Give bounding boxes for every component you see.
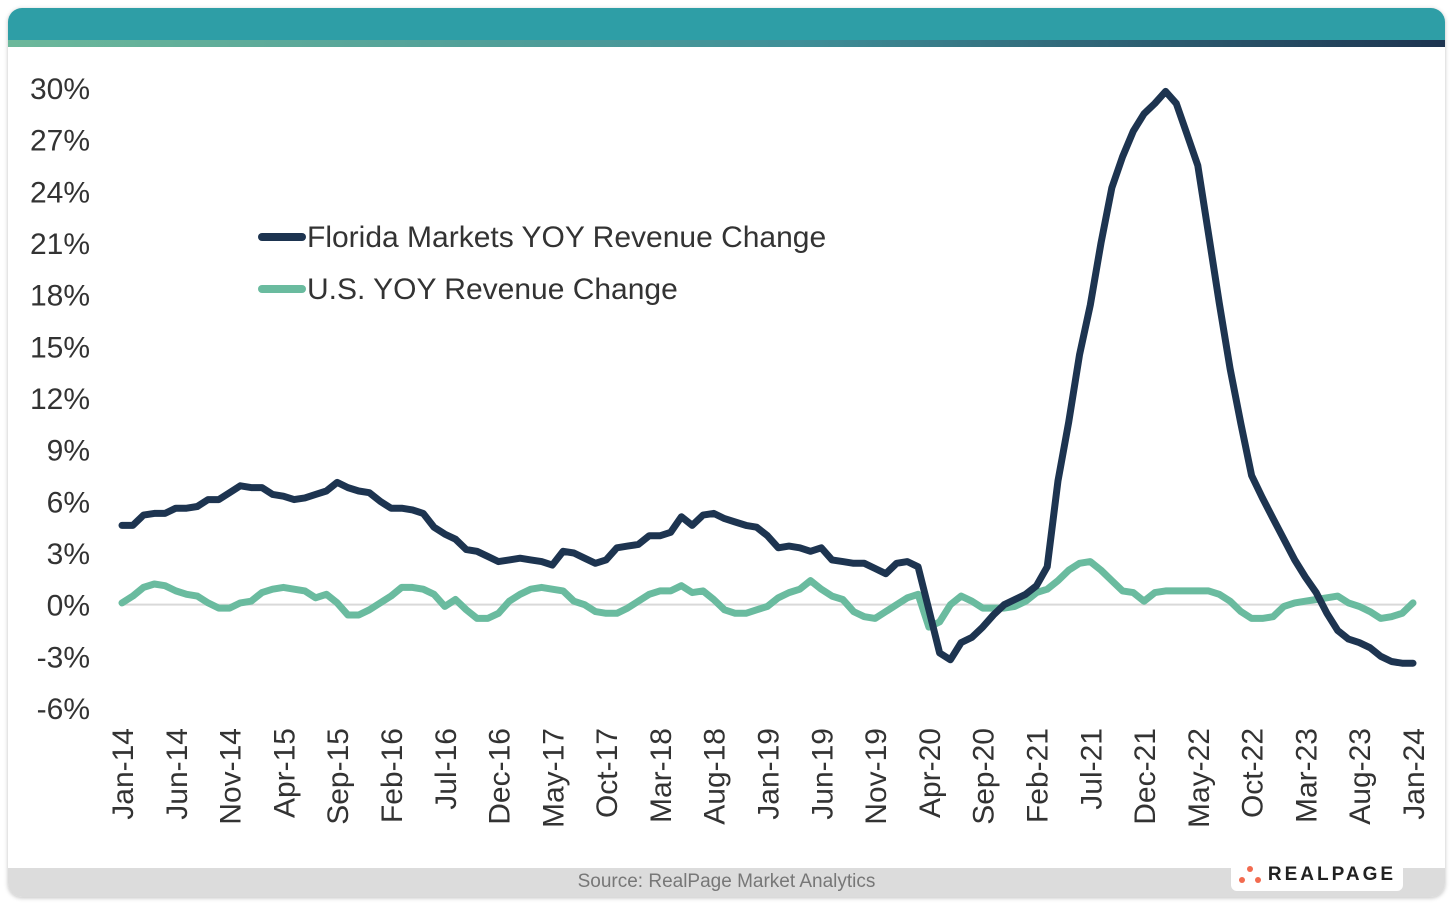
header-stripe	[8, 40, 1445, 47]
y-tick-label: -6%	[37, 693, 90, 726]
legend-label-florida: Florida Markets YOY Revenue Change	[307, 221, 826, 254]
x-tick-label: Jan-14	[107, 728, 140, 820]
x-tick-label: Nov-19	[860, 728, 893, 825]
realpage-logo: REALPAGE	[1231, 859, 1403, 891]
x-tick-label: Sep-20	[968, 728, 1001, 825]
x-tick-label: Apr-20	[914, 728, 947, 818]
x-axis: Jan-14 Jun-14 Nov-14 Apr-15 Sep-15 Feb-16 Jul-…	[107, 728, 1431, 828]
x-tick-label: May-22	[1183, 728, 1216, 828]
x-tick-label: Jan-24	[1398, 728, 1431, 820]
y-tick-label: 18%	[30, 280, 90, 313]
x-tick-label: Jun-14	[161, 728, 194, 820]
x-tick-label: Jul-16	[430, 728, 463, 810]
chart-card: Source: RealPage Market Analytics REALPA…	[8, 8, 1445, 897]
x-tick-label: Aug-18	[699, 728, 732, 825]
x-tick-label: Aug-23	[1344, 728, 1377, 825]
y-tick-label: 30%	[30, 73, 90, 106]
y-tick-label: 24%	[30, 176, 90, 209]
x-tick-label: Oct-22	[1237, 728, 1270, 818]
x-tick-label: Mar-23	[1290, 728, 1323, 823]
logo-dots-icon	[1238, 866, 1261, 883]
x-tick-label: Sep-15	[322, 728, 355, 825]
x-tick-label: Oct-17	[591, 728, 624, 818]
y-tick-label: 21%	[30, 228, 90, 261]
source-note: Source: RealPage Market Analytics	[577, 871, 876, 892]
legend-item-florida: Florida Markets YOY Revenue Change	[258, 221, 826, 254]
logo-text: REALPAGE	[1267, 864, 1397, 885]
x-tick-label: Feb-16	[376, 728, 409, 823]
x-tick-label: Feb-21	[1021, 728, 1054, 823]
legend-label-us: U.S. YOY Revenue Change	[307, 273, 678, 306]
footer-bar: Source: RealPage Market Analytics	[8, 868, 1445, 897]
y-tick-label: 12%	[30, 383, 90, 416]
series-line-florida	[118, 87, 1417, 667]
y-axis: 30% 27% 24% 21% 18% 15% 12% 9% 6% 3% 0% -3% -6%	[30, 73, 90, 726]
series-lines	[118, 87, 1417, 667]
x-tick-label: Jul-21	[1075, 728, 1108, 810]
header-bar	[8, 8, 1445, 40]
y-tick-label: -3%	[37, 641, 90, 674]
x-tick-label: Mar-18	[645, 728, 678, 823]
x-tick-label: Jan-19	[753, 728, 786, 820]
y-tick-label: 15%	[30, 331, 90, 364]
y-tick-label: 6%	[47, 486, 90, 519]
legend-item-us: U.S. YOY Revenue Change	[258, 273, 678, 306]
y-tick-label: 9%	[47, 435, 90, 468]
series-line-us	[118, 558, 1417, 631]
x-tick-label: Nov-14	[215, 728, 248, 825]
x-tick-label: Dec-21	[1129, 728, 1162, 825]
x-tick-label: May-17	[537, 728, 570, 828]
x-tick-label: Jun-19	[806, 728, 839, 820]
x-tick-label: Apr-15	[268, 728, 301, 818]
legend: Florida Markets YOY Revenue Change U.S. …	[258, 221, 826, 306]
y-tick-label: 0%	[47, 590, 90, 623]
x-tick-label: Dec-16	[484, 728, 517, 825]
y-tick-label: 3%	[47, 538, 90, 571]
y-tick-label: 27%	[30, 125, 90, 158]
